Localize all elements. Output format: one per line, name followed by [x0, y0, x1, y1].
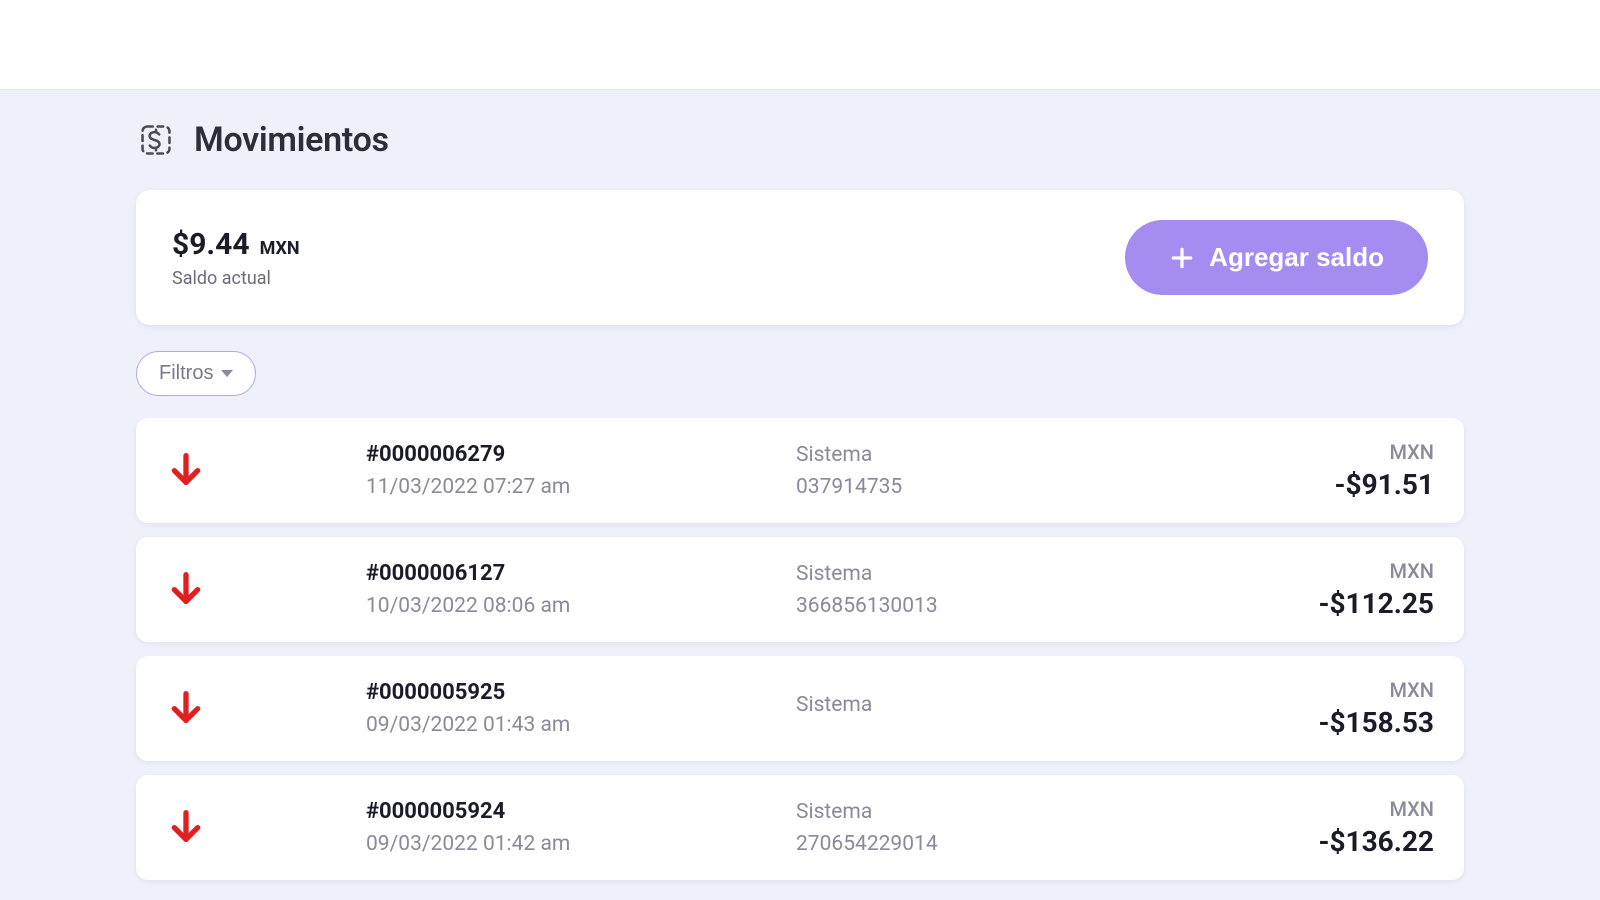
chevron-down-icon [221, 370, 233, 377]
balance-card: $9.44 MXN Saldo actual Agregar saldo [136, 190, 1464, 325]
transaction-amount-cell: MXN -$91.51 [1174, 440, 1434, 501]
transaction-row[interactable]: #0000005925 09/03/2022 01:43 am Sistema … [136, 656, 1464, 761]
transaction-amount: -$158.53 [1174, 706, 1434, 739]
transaction-row[interactable]: #0000006127 10/03/2022 08:06 am Sistema … [136, 537, 1464, 642]
balance-amount: $9.44 [172, 227, 250, 262]
transaction-amount: -$136.22 [1174, 825, 1434, 858]
balance-info: $9.44 MXN Saldo actual [172, 227, 300, 289]
transaction-source: Sistema [796, 443, 1174, 467]
transaction-amount-cell: MXN -$158.53 [1174, 678, 1434, 739]
transaction-direction-cell [166, 449, 366, 493]
transaction-reference: 366856130013 [796, 594, 1174, 618]
transaction-source: Sistema [796, 562, 1174, 586]
transaction-amount-cell: MXN -$112.25 [1174, 559, 1434, 620]
transaction-id: #0000006127 [366, 561, 796, 586]
page-title: Movimientos [194, 120, 389, 160]
transaction-currency: MXN [1174, 678, 1434, 702]
transaction-direction-cell [166, 568, 366, 612]
balance-currency: MXN [260, 238, 300, 259]
add-balance-label: Agregar saldo [1209, 242, 1384, 273]
arrow-down-icon [166, 687, 206, 731]
balance-amount-line: $9.44 MXN [172, 227, 300, 262]
page-header: Movimientos [136, 120, 1464, 160]
transaction-datetime: 09/03/2022 01:43 am [366, 713, 796, 737]
transaction-id-cell: #0000006127 10/03/2022 08:06 am [366, 561, 796, 618]
transaction-source: Sistema [796, 800, 1174, 824]
transaction-datetime: 09/03/2022 01:42 am [366, 832, 796, 856]
transaction-amount: -$112.25 [1174, 587, 1434, 620]
transaction-source: Sistema [796, 693, 1174, 717]
transaction-direction-cell [166, 687, 366, 731]
transaction-row[interactable]: #0000005924 09/03/2022 01:42 am Sistema … [136, 775, 1464, 880]
transaction-source-cell: Sistema 037914735 [796, 443, 1174, 499]
transaction-currency: MXN [1174, 440, 1434, 464]
filters-label: Filtros [159, 362, 213, 385]
transaction-id-cell: #0000005924 09/03/2022 01:42 am [366, 799, 796, 856]
plus-icon [1169, 245, 1195, 271]
transaction-source-cell: Sistema 366856130013 [796, 562, 1174, 618]
transaction-id: #0000005925 [366, 680, 796, 705]
transaction-id-cell: #0000005925 09/03/2022 01:43 am [366, 680, 796, 737]
page-body: Movimientos $9.44 MXN Saldo actual Agreg… [0, 90, 1600, 900]
transaction-currency: MXN [1174, 797, 1434, 821]
transaction-amount: -$91.51 [1174, 468, 1434, 501]
filters-button[interactable]: Filtros [136, 351, 256, 396]
transaction-id: #0000005924 [366, 799, 796, 824]
filters-row: Filtros [136, 351, 1464, 396]
transaction-currency: MXN [1174, 559, 1434, 583]
transaction-source-cell: Sistema 270654229014 [796, 800, 1174, 856]
transaction-reference: 037914735 [796, 475, 1174, 499]
transaction-direction-cell [166, 806, 366, 850]
top-bar-spacer [0, 0, 1600, 90]
arrow-down-icon [166, 568, 206, 612]
transaction-datetime: 11/03/2022 07:27 am [366, 475, 796, 499]
balance-sublabel: Saldo actual [172, 268, 300, 289]
arrow-down-icon [166, 806, 206, 850]
transaction-datetime: 10/03/2022 08:06 am [366, 594, 796, 618]
transaction-id-cell: #0000006279 11/03/2022 07:27 am [366, 442, 796, 499]
transaction-id: #0000006279 [366, 442, 796, 467]
transactions-list: #0000006279 11/03/2022 07:27 am Sistema … [136, 418, 1464, 880]
content-container: Movimientos $9.44 MXN Saldo actual Agreg… [136, 120, 1464, 880]
transaction-source-cell: Sistema [796, 693, 1174, 725]
add-balance-button[interactable]: Agregar saldo [1125, 220, 1428, 295]
transaction-amount-cell: MXN -$136.22 [1174, 797, 1434, 858]
arrow-down-icon [166, 449, 206, 493]
transaction-reference: 270654229014 [796, 832, 1174, 856]
movements-icon [136, 120, 176, 160]
transaction-row[interactable]: #0000006279 11/03/2022 07:27 am Sistema … [136, 418, 1464, 523]
